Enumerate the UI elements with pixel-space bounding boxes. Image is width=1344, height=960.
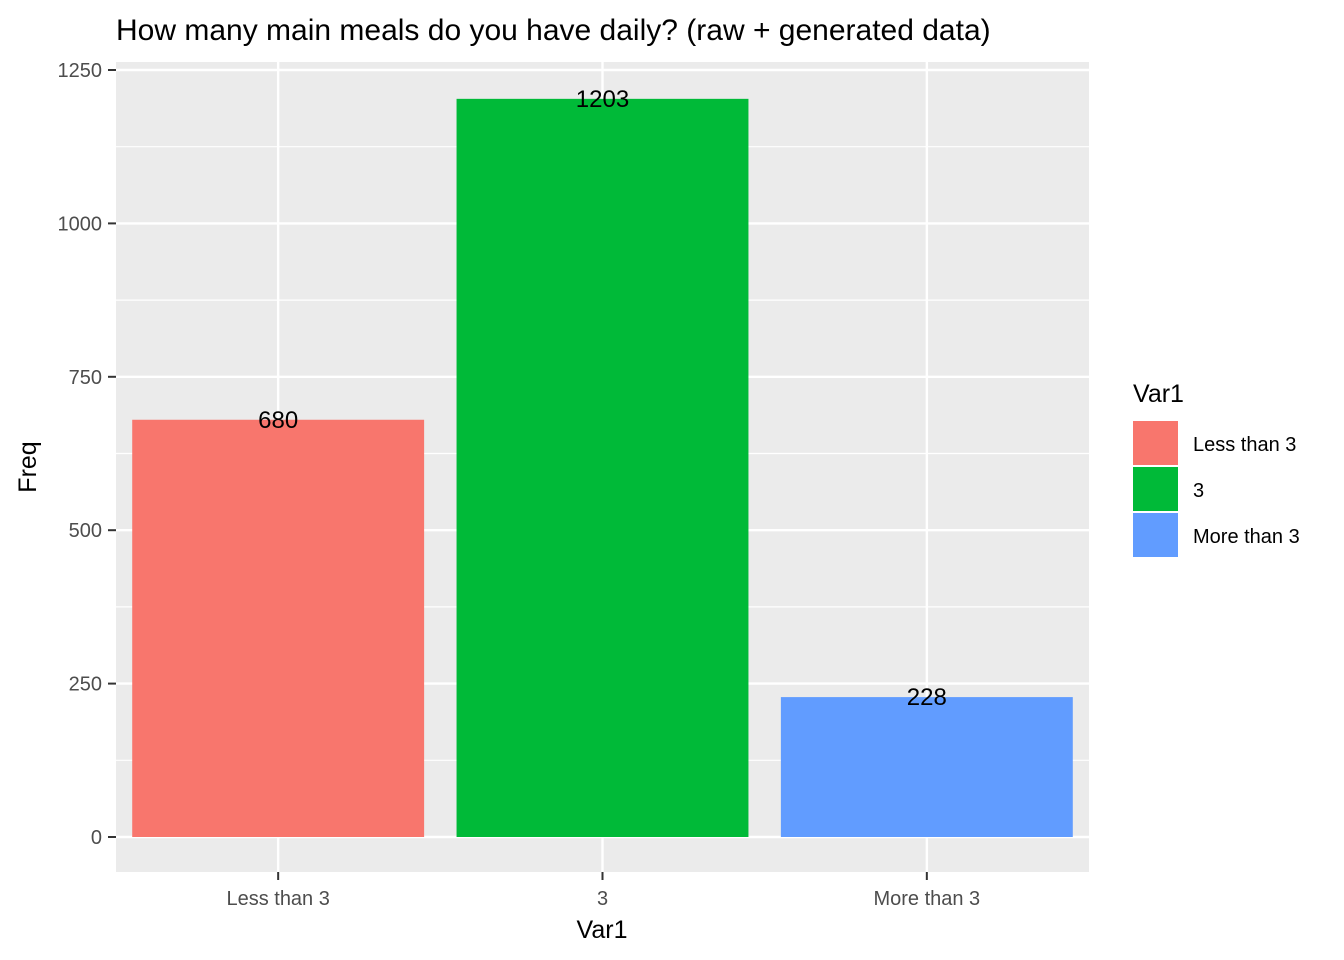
- legend-label: Less than 3: [1193, 434, 1296, 456]
- legend-title: Var1: [1133, 380, 1184, 408]
- bars: [132, 98, 1073, 837]
- legend-key: [1133, 513, 1178, 557]
- y-tick-label: 250: [69, 674, 102, 696]
- legend-key: [1133, 421, 1178, 465]
- legend-label: More than 3: [1193, 526, 1300, 548]
- x-tick-label: Less than 3: [226, 888, 329, 910]
- y-tick-label: 1000: [58, 213, 103, 235]
- y-tick-label: 750: [69, 367, 102, 389]
- legend-label: 3: [1193, 480, 1204, 502]
- y-tick-label: 1250: [58, 60, 103, 82]
- legend: Var1 Less than 3 3 More than 3: [1133, 380, 1300, 557]
- x-tick-label: More than 3: [873, 888, 980, 910]
- y-axis: 0 250 500 750 1000 1250: [58, 60, 116, 849]
- y-tick-label: 500: [69, 520, 102, 542]
- bar-value-label: 228: [907, 684, 947, 711]
- chart-title: How many main meals do you have daily? (…: [116, 14, 991, 47]
- x-axis: Less than 3 3 More than 3: [226, 872, 980, 910]
- bar: [780, 697, 1073, 837]
- bar-data-labels: 680 1203 228: [258, 86, 947, 711]
- bar: [456, 98, 749, 837]
- bar-value-label: 680: [258, 407, 298, 434]
- bar-value-label: 1203: [576, 86, 629, 113]
- x-axis-title: Var1: [577, 916, 628, 944]
- y-axis-title: Freq: [14, 441, 42, 492]
- y-tick-label: 0: [91, 827, 102, 849]
- bar: [132, 419, 425, 837]
- legend-key: [1133, 467, 1178, 511]
- x-tick-label: 3: [597, 888, 608, 910]
